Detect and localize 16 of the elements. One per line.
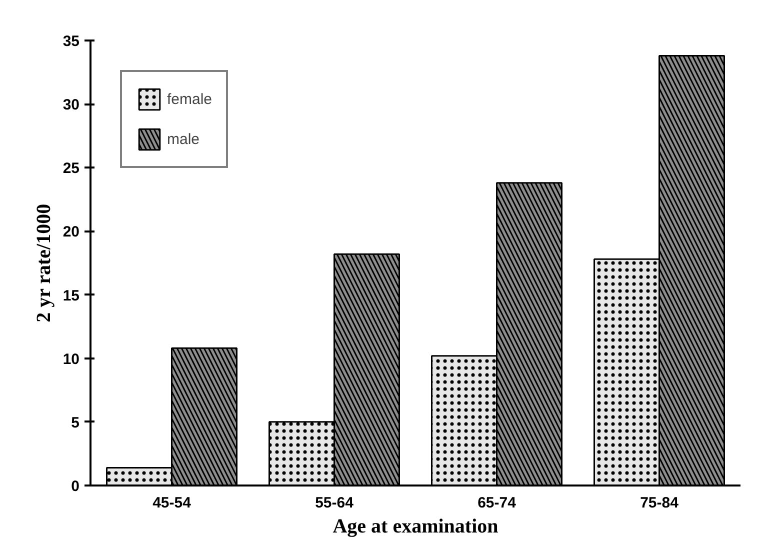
legend-label: male bbox=[167, 130, 200, 148]
x-tick-label: 45-54 bbox=[152, 494, 192, 512]
y-tick-label: 15 bbox=[62, 287, 80, 304]
y-tick-label: 30 bbox=[62, 96, 80, 114]
y-tick-label: 20 bbox=[62, 224, 80, 241]
x-tick-label: 55-64 bbox=[315, 494, 354, 512]
y-tick-label: 35 bbox=[62, 33, 80, 50]
x-tick-label: 65-74 bbox=[478, 494, 517, 512]
y-tick-label: 5 bbox=[71, 414, 80, 432]
y-axis-title: 2 yr rate/1000 bbox=[32, 204, 55, 322]
x-tick-label: 75-84 bbox=[640, 494, 680, 512]
x-axis-title: Age at examination bbox=[332, 516, 498, 538]
legend-label: female bbox=[167, 90, 212, 108]
y-tick-label: 25 bbox=[62, 160, 80, 178]
y-tick-label: 0 bbox=[71, 478, 80, 495]
y-tick-label: 10 bbox=[62, 350, 80, 368]
